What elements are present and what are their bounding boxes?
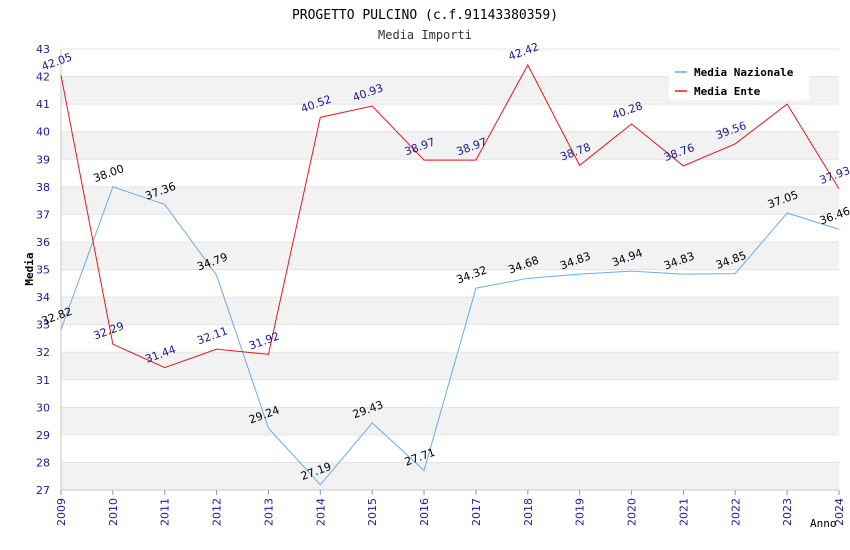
y-tick-label: 40 xyxy=(36,126,50,139)
y-tick-label: 39 xyxy=(36,153,50,166)
x-tick-label: 2010 xyxy=(107,498,120,526)
legend-background xyxy=(669,60,809,100)
x-tick-label: 2016 xyxy=(418,498,431,526)
y-tick-label: 37 xyxy=(36,208,50,221)
x-tick-label: 2024 xyxy=(833,498,846,526)
plot-band xyxy=(61,379,839,408)
plot-band xyxy=(61,214,839,242)
plot-band xyxy=(61,159,839,187)
plot-band xyxy=(61,434,839,463)
x-tick-label: 2011 xyxy=(159,498,172,526)
plot-band xyxy=(61,241,839,270)
y-tick-label: 28 xyxy=(36,456,50,469)
y-tick-label: 27 xyxy=(36,484,50,497)
y-tick-label: 29 xyxy=(36,429,50,442)
x-tick-label: 2015 xyxy=(366,498,379,526)
plot-band xyxy=(61,462,839,490)
y-tick-label: 43 xyxy=(36,43,50,56)
x-tick-label: 2012 xyxy=(211,498,224,526)
y-tick-label: 30 xyxy=(36,401,50,414)
x-tick-label: 2021 xyxy=(677,498,690,526)
y-tick-label: 36 xyxy=(36,236,50,249)
gridlines xyxy=(61,48,839,491)
y-tick-label: 42 xyxy=(36,71,50,84)
x-tick-label: 2017 xyxy=(470,498,483,526)
chart-title: PROGETTO PULCINO (c.f.91143380359) xyxy=(292,8,558,23)
y-tick-label: 31 xyxy=(36,374,50,387)
plot-band xyxy=(61,407,839,435)
series-line xyxy=(60,63,840,369)
x-tick-label: 2020 xyxy=(626,498,639,526)
x-tick-label: 2009 xyxy=(55,498,68,526)
x-axis-title: Anno xyxy=(810,517,837,530)
y-axis-ticks: 27 28 29 30 31 32 33 34 35 36 37 38 39 40 41 42 43 xyxy=(36,43,50,497)
chart-subtitle: Media Importi xyxy=(378,28,472,42)
plot-band xyxy=(61,324,839,353)
y-axis-title: Media xyxy=(23,252,36,285)
series-lines xyxy=(60,63,840,486)
y-tick-label: 41 xyxy=(36,98,50,111)
y-tick-label: 38 xyxy=(36,181,50,194)
y-tick-label: 34 xyxy=(36,291,50,304)
plot-band xyxy=(61,297,839,325)
x-axis-ticks: 2009 2010 2011 2012 2013 2014 2015 2016 2017 2018… xyxy=(55,490,846,526)
legend: Media Nazionale Media Ente xyxy=(669,60,809,100)
series-line xyxy=(60,186,840,486)
y-tick-label: 32 xyxy=(36,346,50,359)
y-tick-label: 33 xyxy=(36,319,50,332)
legend-label: Media Ente xyxy=(694,85,761,98)
x-tick-label: 2023 xyxy=(781,498,794,526)
x-tick-label: 2018 xyxy=(522,498,535,526)
plot-band xyxy=(61,104,839,132)
x-tick-label: 2014 xyxy=(314,498,327,526)
x-tick-label: 2013 xyxy=(262,498,275,526)
y-tick-label: 35 xyxy=(36,264,50,277)
plot-band xyxy=(61,186,839,215)
legend-label: Media Nazionale xyxy=(694,66,794,79)
plot-band xyxy=(61,352,839,380)
x-tick-label: 2022 xyxy=(729,498,742,526)
x-tick-label: 2019 xyxy=(574,498,587,526)
axes xyxy=(60,49,839,491)
